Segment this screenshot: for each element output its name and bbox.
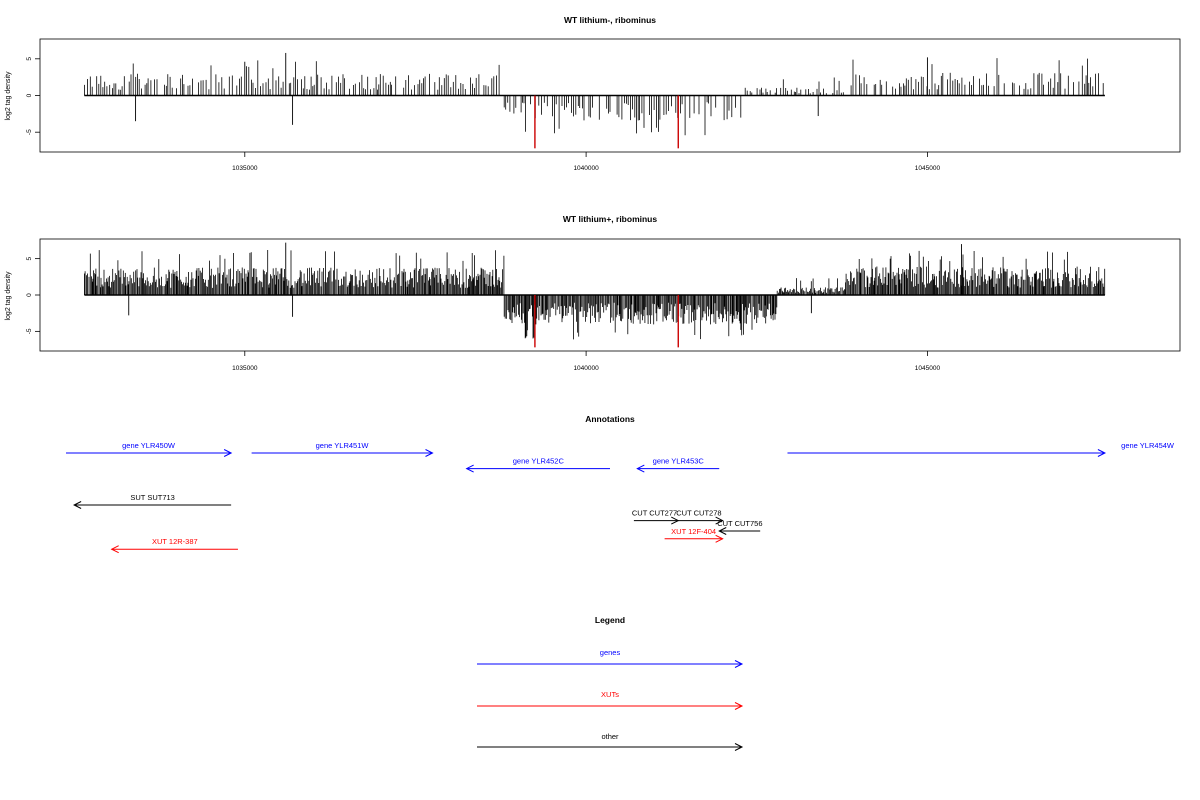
xtick-label: 1045000 (915, 165, 941, 172)
ytick-label: 0 (26, 93, 33, 97)
arrow-head (223, 449, 233, 457)
arrow-head (671, 516, 680, 525)
track-2-plot (35, 238, 1181, 356)
ytick-label: 5 (26, 57, 33, 61)
annotations-title: Annotations (585, 414, 635, 424)
track-2-ylabel: log2 tag density (5, 271, 12, 321)
track-1-xtick-labels: 1035000 1040000 1045000 (232, 165, 940, 172)
annotation-feature: gene YLR453C (636, 457, 720, 473)
track-2-ytick-labels: -5 0 5 (26, 256, 33, 334)
ytick-label: -5 (26, 328, 33, 334)
arrow-head (110, 545, 119, 554)
annotation-feature: CUT CUT278 (676, 509, 724, 525)
annotation-feature: XUT 12R-387 (110, 537, 238, 554)
xtick-label: 1035000 (232, 365, 258, 372)
arrow-head (1097, 449, 1107, 457)
xtick-label: 1035000 (232, 165, 258, 172)
track-2-xtick-labels: 1035000 1040000 1045000 (232, 365, 940, 372)
track-2: WT lithium+, ribominus log2 tag density … (5, 214, 1181, 372)
arrow-head (636, 464, 645, 473)
annotation-label: gene YLR450W (122, 441, 176, 450)
arrow-head (734, 660, 744, 668)
legend-title: Legend (595, 615, 625, 625)
track-1-ylabel: log2 tag density (5, 71, 12, 121)
annotation-label: XUT 12F-404 (671, 527, 716, 536)
arrow-head (425, 449, 434, 457)
track-1-plot (35, 38, 1181, 157)
annotation-label: XUT 12R-387 (152, 537, 198, 546)
ytick-label: -5 (26, 129, 33, 135)
annotation-label: CUT CUT277 (632, 509, 677, 518)
legend: Legend genes XUTs other (477, 615, 744, 751)
legend-label: XUTs (601, 690, 619, 699)
annotation-feature: gene YLR452C (465, 457, 610, 473)
arrow-head (718, 527, 727, 535)
arrow-head (734, 702, 744, 710)
annotation-feature: CUT CUT277 (632, 509, 680, 525)
ytick-label: 5 (26, 256, 33, 260)
annotation-label: CUT CUT756 (717, 519, 762, 528)
annotation-label: gene YLR451W (316, 441, 370, 450)
track-1: WT lithium-, ribominus log2 tag density … (5, 15, 1181, 172)
arrow-head (734, 743, 744, 751)
track-1-title: WT lithium-, ribominus (564, 15, 656, 25)
xtick-label: 1045000 (915, 365, 941, 372)
annotation-label: SUT SUT713 (130, 493, 174, 502)
legend-label: genes (600, 648, 621, 657)
annotation-feature: XUT 12F-404 (664, 527, 724, 543)
legend-item-xuts: XUTs (477, 690, 744, 710)
annotations-panel: Annotations gene YLR450W gene YLR451W ge… (66, 414, 1175, 554)
arrow-head (465, 464, 474, 473)
legend-item-other: other (477, 732, 744, 751)
annotation-label: gene YLR454W (1121, 441, 1175, 450)
annotation-label: gene YLR453C (653, 457, 705, 466)
annotation-feature: SUT SUT713 (73, 493, 232, 509)
annotation-feature: gene YLR450W (66, 441, 233, 457)
annotation-features: gene YLR450W gene YLR451W gene YLR452C g… (66, 441, 1175, 554)
annotation-label: CUT CUT278 (676, 509, 721, 518)
ytick-label: 0 (26, 293, 33, 297)
annotation-label: gene YLR452C (513, 457, 565, 466)
annotation-feature: CUT CUT756 (717, 519, 763, 535)
arrow-head (73, 501, 82, 509)
annotation-feature: gene YLR454W (787, 441, 1175, 457)
arrow-head (715, 516, 724, 525)
annotation-feature: gene YLR451W (251, 441, 434, 457)
legend-label: other (601, 732, 619, 741)
xtick-label: 1040000 (573, 365, 599, 372)
track-1-ytick-labels: -5 0 5 (26, 57, 33, 135)
arrow-head (715, 534, 724, 543)
track-2-title: WT lithium+, ribominus (563, 214, 657, 224)
legend-item-genes: genes (477, 648, 744, 668)
xtick-label: 1040000 (573, 165, 599, 172)
